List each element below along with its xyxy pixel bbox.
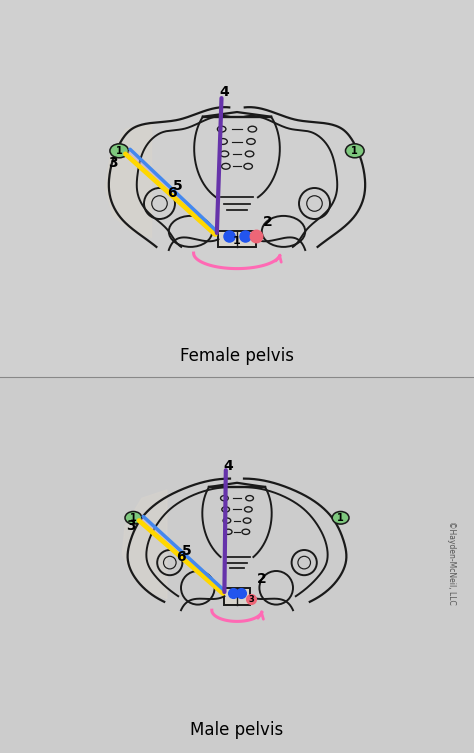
Text: Male pelvis: Male pelvis: [191, 721, 283, 739]
Polygon shape: [122, 489, 167, 599]
Polygon shape: [105, 123, 152, 238]
Ellipse shape: [110, 144, 128, 158]
Ellipse shape: [332, 511, 349, 524]
Text: 6: 6: [167, 186, 177, 200]
Bar: [0, 0, 474, 377]
Text: 1: 1: [351, 146, 358, 156]
Text: 5: 5: [173, 179, 183, 194]
Ellipse shape: [125, 511, 142, 524]
Text: 3: 3: [126, 520, 136, 533]
Text: 1: 1: [233, 236, 241, 245]
Text: ©Hayden-McNeil, LLC: ©Hayden-McNeil, LLC: [447, 521, 456, 605]
Polygon shape: [219, 231, 255, 247]
Polygon shape: [142, 519, 226, 593]
Text: 2: 2: [263, 215, 273, 229]
Text: 1: 1: [337, 513, 344, 523]
Text: 3: 3: [248, 595, 254, 603]
Text: 4: 4: [224, 459, 234, 473]
Text: 5: 5: [182, 544, 191, 559]
Text: 3: 3: [108, 156, 118, 170]
Text: 6: 6: [176, 550, 186, 564]
Bar: [0, 377, 474, 753]
Text: 1: 1: [116, 146, 123, 156]
Text: 1: 1: [130, 513, 137, 523]
Text: 4: 4: [220, 85, 229, 99]
Ellipse shape: [346, 144, 364, 158]
Polygon shape: [224, 588, 250, 605]
Text: 2: 2: [257, 572, 267, 587]
Polygon shape: [128, 151, 219, 234]
Text: Female pelvis: Female pelvis: [180, 347, 294, 365]
